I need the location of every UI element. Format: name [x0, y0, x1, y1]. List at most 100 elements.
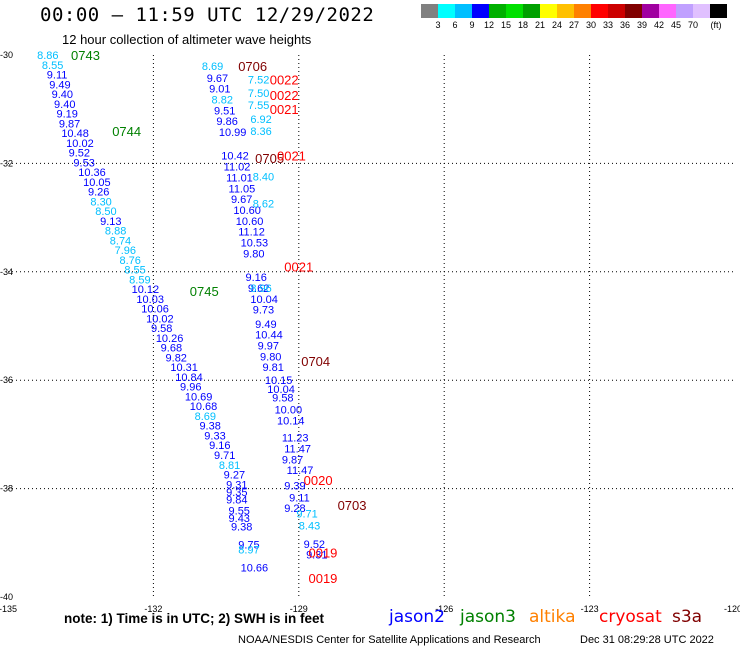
legend-swatch	[472, 4, 489, 18]
wave-height-reading: 9.40	[54, 99, 75, 111]
pass-time-marker: 0019	[308, 546, 337, 561]
wave-height-reading: 8.36	[250, 126, 271, 138]
wave-height-reading: 8.55	[124, 265, 145, 277]
wave-height-reading: 8.81	[219, 460, 240, 472]
wave-height-reading: 8.96	[250, 283, 271, 295]
wave-height-reading: 9.38	[231, 522, 252, 534]
wave-height-reading: 9.31	[306, 550, 327, 562]
wave-height-reading: 9.27	[224, 470, 245, 482]
legend-swatch	[676, 4, 693, 18]
wave-height-reading: 10.02	[146, 313, 174, 325]
pass-time-marker: 0020	[304, 473, 333, 488]
wave-height-reading: 9.33	[204, 430, 225, 442]
wave-height-reading: 9.96	[180, 382, 201, 394]
pass-time-marker: 0744	[112, 124, 141, 139]
wave-height-reading: 8.76	[119, 255, 140, 267]
wave-height-reading: 10.60	[236, 216, 264, 228]
x-tick-label: -129	[290, 604, 308, 614]
wave-height-reading: 8.86	[37, 50, 58, 62]
legend-label: 24	[551, 20, 562, 30]
wave-height-reading: 9.58	[151, 323, 172, 335]
wave-height-reading: 9.58	[272, 393, 293, 405]
pass-time-marker: 0745	[190, 284, 219, 299]
wave-height-reading: 10.15	[265, 375, 293, 387]
wave-height-reading: 8.43	[299, 520, 320, 532]
wave-height-reading: 9.39	[284, 480, 305, 492]
legend-swatch	[557, 4, 574, 18]
pass-time-marker: 0021	[270, 102, 299, 117]
footer-note: note: 1) Time is in UTC; 2) SWH is in fe…	[64, 611, 325, 626]
legend-swatch	[608, 4, 625, 18]
wave-height-reading: 9.52	[69, 148, 90, 160]
wave-height-reading: 10.04	[250, 294, 278, 306]
axis-tick-labels: -135 -132 -129 -126 -123 -120 -30 -32 -34 -36 -38 -…	[0, 50, 740, 614]
wave-height-reading: 10.42	[221, 150, 249, 162]
legend-label: 36	[619, 20, 630, 30]
satellite-name: jason2	[389, 607, 445, 627]
x-tick-label: -123	[581, 604, 599, 614]
legend-swatch	[625, 4, 642, 18]
wave-height-reading: 9.82	[166, 352, 187, 364]
wave-height-reading: 10.26	[156, 333, 184, 345]
legend-label: 6	[452, 20, 458, 30]
y-tick-label: -36	[0, 375, 13, 385]
wave-height-reading: 7.50	[248, 88, 269, 100]
legend-swatch	[710, 4, 727, 18]
wave-height-reading: 9.80	[243, 248, 264, 260]
legend-swatch	[421, 4, 438, 18]
pass-time-marker: 0019	[308, 571, 337, 586]
wave-height-reading: 11.12	[238, 227, 265, 239]
pass-time-marker: 0706	[238, 59, 267, 74]
page-subtitle: 12 hour collection of altimeter wave hei…	[62, 32, 312, 47]
wave-height-reading: 8.55	[42, 60, 63, 72]
legend-label: 21	[534, 20, 545, 30]
legend-label: 27	[568, 20, 579, 30]
wave-height-reading: 8.59	[129, 274, 150, 286]
wave-height-reading: 9.16	[209, 440, 230, 452]
wave-height-reading: 11.23	[282, 433, 309, 445]
wave-height-reading: 10.04	[267, 384, 295, 396]
wave-height-reading: 9.52	[304, 539, 325, 551]
legend-swatch	[455, 4, 472, 18]
wave-height-reading: 8.62	[253, 199, 274, 211]
legend-label: 70	[687, 20, 698, 30]
wave-height-reading: 8.97	[238, 544, 259, 556]
y-tick-label: -34	[0, 267, 13, 277]
y-tick-label: -40	[0, 592, 13, 602]
wave-height-reading: 9.43	[229, 513, 250, 525]
legend-label: 12	[483, 20, 494, 30]
wave-height-reading: 9.11	[47, 70, 68, 82]
wave-height-reading: 9.87	[59, 118, 80, 130]
wave-height-reading: 6.92	[250, 114, 271, 126]
x-tick-label: -120	[724, 604, 740, 614]
wave-height-reading: 10.05	[83, 177, 111, 189]
legend-label: 9	[469, 20, 475, 30]
wave-height-reading: 10.69	[185, 391, 213, 403]
pass-time-marker: 0021	[277, 148, 306, 163]
pass-time-marker: 0703	[338, 498, 367, 513]
legend-swatch	[642, 4, 659, 18]
legend-swatch	[591, 4, 608, 18]
wave-height-reading: 9.97	[258, 341, 279, 353]
satellite-name: s3a	[672, 607, 703, 627]
wave-height-reading: 8.88	[105, 226, 126, 238]
page-title: 00:00 – 11:59 UTC 12/29/2022	[40, 4, 375, 26]
wave-height-reading: 9.31	[226, 479, 247, 491]
legend-swatch	[489, 4, 506, 18]
x-tick-label: -132	[144, 604, 162, 614]
x-tick-label: -135	[0, 604, 17, 614]
legend-label: 39	[636, 20, 647, 30]
pass-time-marker: 0705	[255, 151, 284, 166]
legend-label: 33	[602, 20, 613, 30]
wave-height-reading: 10.68	[190, 401, 218, 413]
wave-height-reading: 9.19	[56, 109, 77, 121]
legend-label: 45	[670, 20, 681, 30]
wave-height-reading: 9.01	[209, 84, 230, 96]
legend-label: 3	[435, 20, 441, 30]
wave-height-reading: 9.75	[238, 539, 259, 551]
legend-unit: (ft)	[710, 20, 722, 30]
wave-height-reading: 9.67	[231, 194, 252, 206]
wave-height-reading: 9.73	[253, 305, 274, 317]
wave-height-reading: 9.16	[245, 272, 266, 284]
